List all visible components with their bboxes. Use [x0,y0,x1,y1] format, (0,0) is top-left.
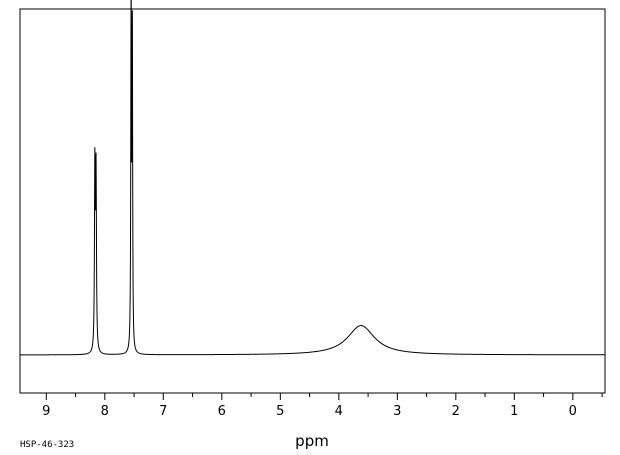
x-axis-tick-labels: 9 8 7 6 5 4 3 2 1 0 [42,404,577,419]
spectrum-id-label: HSP-46-323 [20,440,74,450]
tick-label: 1 [510,404,518,419]
tick-label: 8 [101,404,109,419]
tick-label: 6 [218,404,226,419]
tick-label: 2 [452,404,460,419]
tick-label: 9 [42,404,50,419]
tick-label: 7 [159,404,167,419]
x-axis-label: ppm [295,432,329,450]
x-axis-ticks [45,393,603,400]
tick-label: 5 [276,404,284,419]
tick-label: 3 [393,404,401,419]
tick-label: 4 [335,404,343,419]
plot-frame [19,8,606,394]
tick-label: 0 [569,404,577,419]
spectrum-line [20,0,605,356]
